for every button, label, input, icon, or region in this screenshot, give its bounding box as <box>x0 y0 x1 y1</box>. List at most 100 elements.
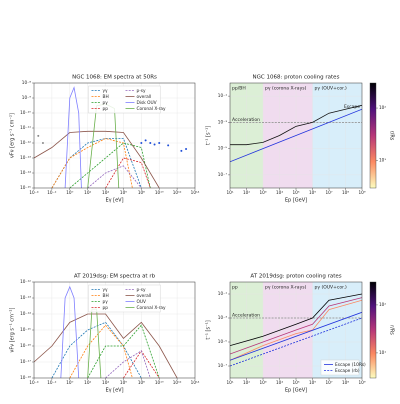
data-point <box>167 144 170 147</box>
x-tick-label: 10⁴ <box>276 190 283 195</box>
region-label: pp/BH <box>232 86 246 92</box>
series-line <box>34 130 160 188</box>
y-tick-label: 10⁻⁷ <box>218 172 228 177</box>
x-tick-label: 10⁴ <box>102 380 109 385</box>
x-tick-label: 10⁹ <box>358 190 365 195</box>
colorbar-tick-label: 10² <box>379 105 386 110</box>
legend-label: overall <box>137 94 152 100</box>
legend-label: Coronal X-ray <box>137 305 167 311</box>
data-point <box>158 142 161 144</box>
x-tick-label: 10¹⁴ <box>191 380 200 385</box>
x-tick-label: 10⁸ <box>138 190 145 195</box>
x-tick-label: 10¹⁴ <box>191 190 200 195</box>
x-tick-label: 10¹⁰ <box>155 380 164 385</box>
legend-label: OUV <box>137 299 147 305</box>
series-line <box>230 317 362 367</box>
legend-label: BH <box>103 94 109 100</box>
x-tick-label: 10¹⁰ <box>155 190 164 195</box>
x-tick-label: 10⁶ <box>120 190 127 195</box>
x-tick-label: 10⁹ <box>358 380 365 385</box>
y-tick-label: 10⁻¹⁴ <box>20 170 31 175</box>
data-point <box>37 134 40 137</box>
legend-label: Disk OUV <box>137 100 157 106</box>
legend-label: pp <box>103 107 109 112</box>
series-line <box>230 297 362 355</box>
x-tick-label: 10⁶ <box>120 380 127 385</box>
series-line <box>69 142 151 188</box>
x-tick-label: 10¹ <box>226 380 233 385</box>
line-label: Acceleration <box>232 313 260 319</box>
chart-title: NGC 1068: EM spectra at 50Rs <box>72 75 157 81</box>
series-line <box>105 350 151 378</box>
x-axis-label: Ep [GeV] <box>285 198 307 204</box>
data-point <box>140 142 143 144</box>
colorbar-tick-label: 10¹ <box>379 350 386 355</box>
legend-label: γγ <box>103 288 109 293</box>
legend-box <box>88 284 161 313</box>
legend-label: p-sy <box>137 89 147 94</box>
axes-frame <box>229 82 363 189</box>
y-tick-label: 10⁻³ <box>218 119 228 124</box>
region-label: pγ (corona X-rays) <box>265 285 307 291</box>
legend-label: pγ <box>103 101 109 106</box>
series-line <box>230 108 362 163</box>
series-line <box>87 165 142 188</box>
chart-title: AT 2019dsg: proton cooling rates <box>250 274 341 280</box>
x-tick-label: 10⁸ <box>342 380 349 385</box>
series-line <box>105 157 151 188</box>
series-line <box>34 313 178 378</box>
region-label: pp <box>232 286 238 291</box>
x-tick-label: 10⁴ <box>102 190 109 195</box>
legend-label: pγ <box>103 300 109 305</box>
data-point <box>185 147 188 150</box>
legend-box <box>88 85 161 114</box>
y-tick-label: 10⁻¹ <box>218 291 228 296</box>
y-tick-label: 10⁻⁵ <box>218 339 228 344</box>
axes-frame <box>33 281 196 379</box>
series-line <box>60 285 80 378</box>
x-tick-label: 10⁷ <box>325 190 332 195</box>
y-tick-label: 10⁻¹⁸ <box>20 375 31 380</box>
colorbar-tick-label: 10¹ <box>379 158 386 163</box>
x-axis-label: Eγ [eV] <box>105 198 123 204</box>
x-tick-label: 10⁰ <box>66 190 73 195</box>
x-tick-label: 10⁴ <box>276 380 283 385</box>
region-label: pγ (OUV+cor.) <box>315 285 347 291</box>
y-tick-label: 10⁻¹¹ <box>20 125 31 130</box>
legend-box <box>320 359 360 376</box>
axes-frame <box>33 82 196 189</box>
x-tick-label: 10⁵ <box>292 380 299 385</box>
x-tick-label: 10⁶ <box>309 190 316 195</box>
x-tick-label: 10² <box>84 380 91 385</box>
x-tick-label: 10⁰ <box>66 380 73 385</box>
series-line <box>51 321 142 378</box>
x-tick-label: 10⁵ <box>292 190 299 195</box>
y-tick-label: 10⁻¹⁵ <box>20 327 31 332</box>
region <box>312 83 362 188</box>
colorbar-label: r/Rs <box>389 131 395 141</box>
y-tick-label: 10⁻¹⁵ <box>20 185 31 190</box>
x-tick-label: 10¹² <box>173 380 182 385</box>
axes-frame <box>229 281 363 379</box>
region <box>263 282 313 378</box>
x-tick-label: 10⁻⁴ <box>29 190 39 195</box>
region <box>263 83 313 188</box>
x-tick-label: 10² <box>243 190 250 195</box>
x-tick-label: 10² <box>84 190 91 195</box>
legend-label: overall <box>137 293 152 299</box>
series-line <box>230 299 362 361</box>
data-point <box>144 139 147 142</box>
line-label: Escape <box>344 104 360 110</box>
series-line <box>230 293 362 346</box>
colorbar-label: r/Rs <box>389 325 395 335</box>
colorbar <box>369 82 377 189</box>
x-tick-label: 10¹² <box>173 190 182 195</box>
x-tick-label: 10⁸ <box>138 380 145 385</box>
legend-label: γγ <box>103 89 109 94</box>
x-tick-label: 10¹ <box>226 190 233 195</box>
data-point <box>153 143 156 146</box>
x-axis-label: Ep [GeV] <box>285 388 307 394</box>
x-tick-label: 10⁸ <box>342 190 349 195</box>
y-tick-label: 10⁻¹² <box>20 279 31 284</box>
